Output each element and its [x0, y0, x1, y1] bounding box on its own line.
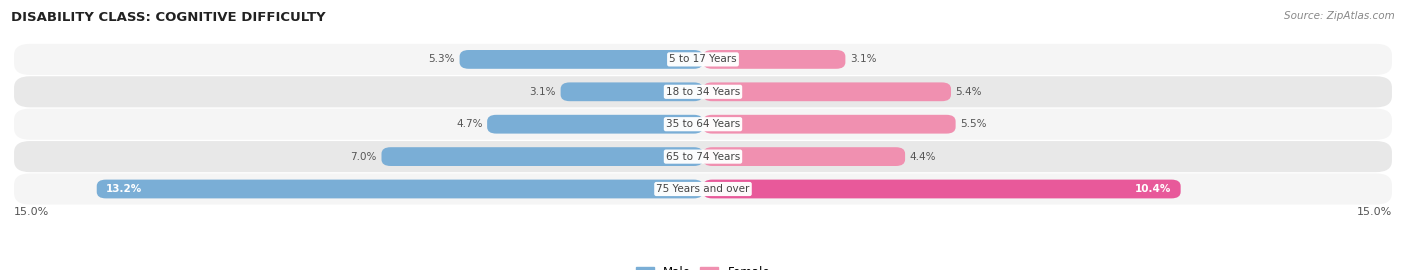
Text: 5.3%: 5.3%	[429, 54, 456, 65]
Text: DISABILITY CLASS: COGNITIVE DIFFICULTY: DISABILITY CLASS: COGNITIVE DIFFICULTY	[11, 11, 326, 24]
FancyBboxPatch shape	[381, 147, 703, 166]
Text: 4.4%: 4.4%	[910, 151, 936, 162]
Legend: Male, Female: Male, Female	[631, 261, 775, 270]
FancyBboxPatch shape	[703, 180, 1181, 198]
Text: 15.0%: 15.0%	[14, 207, 49, 217]
FancyBboxPatch shape	[460, 50, 703, 69]
Text: 5.5%: 5.5%	[960, 119, 987, 129]
Text: 4.7%: 4.7%	[456, 119, 482, 129]
FancyBboxPatch shape	[14, 173, 1392, 205]
Text: 5 to 17 Years: 5 to 17 Years	[669, 54, 737, 65]
Text: 7.0%: 7.0%	[350, 151, 377, 162]
FancyBboxPatch shape	[703, 50, 845, 69]
Text: 65 to 74 Years: 65 to 74 Years	[666, 151, 740, 162]
Text: 18 to 34 Years: 18 to 34 Years	[666, 87, 740, 97]
Text: Source: ZipAtlas.com: Source: ZipAtlas.com	[1284, 11, 1395, 21]
FancyBboxPatch shape	[97, 180, 703, 198]
FancyBboxPatch shape	[14, 141, 1392, 172]
Text: 5.4%: 5.4%	[956, 87, 983, 97]
Text: 13.2%: 13.2%	[105, 184, 142, 194]
Text: 3.1%: 3.1%	[851, 54, 876, 65]
Text: 75 Years and over: 75 Years and over	[657, 184, 749, 194]
Text: 3.1%: 3.1%	[530, 87, 555, 97]
FancyBboxPatch shape	[14, 76, 1392, 107]
Text: 15.0%: 15.0%	[1357, 207, 1392, 217]
FancyBboxPatch shape	[703, 147, 905, 166]
FancyBboxPatch shape	[703, 115, 956, 134]
Text: 35 to 64 Years: 35 to 64 Years	[666, 119, 740, 129]
FancyBboxPatch shape	[14, 44, 1392, 75]
FancyBboxPatch shape	[486, 115, 703, 134]
Text: 10.4%: 10.4%	[1135, 184, 1171, 194]
FancyBboxPatch shape	[561, 82, 703, 101]
FancyBboxPatch shape	[703, 82, 950, 101]
FancyBboxPatch shape	[14, 109, 1392, 140]
